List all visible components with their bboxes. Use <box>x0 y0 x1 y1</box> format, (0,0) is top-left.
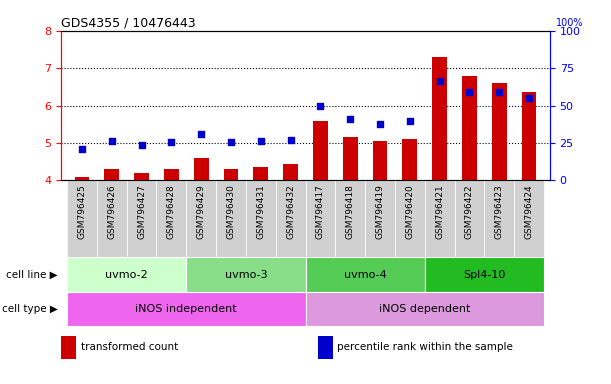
Bar <box>186 257 306 292</box>
Point <box>345 116 355 122</box>
Bar <box>343 137 357 180</box>
Text: GSM796420: GSM796420 <box>405 184 414 239</box>
Text: GSM796423: GSM796423 <box>495 184 503 239</box>
Bar <box>67 257 186 292</box>
Bar <box>306 180 335 257</box>
Point <box>77 146 87 152</box>
Bar <box>61 336 76 359</box>
Bar <box>194 158 208 180</box>
Text: GSM796431: GSM796431 <box>256 184 265 239</box>
Point <box>494 89 504 96</box>
Text: GSM796427: GSM796427 <box>137 184 146 239</box>
Bar <box>432 57 447 180</box>
Point <box>464 89 474 96</box>
Text: uvmo-4: uvmo-4 <box>344 270 387 280</box>
Text: percentile rank within the sample: percentile rank within the sample <box>337 343 513 353</box>
Point <box>107 138 117 144</box>
Bar <box>313 121 328 180</box>
Point <box>375 121 385 127</box>
Text: cell type ▶: cell type ▶ <box>2 304 58 314</box>
Bar <box>306 292 544 326</box>
Bar <box>276 180 306 257</box>
Point <box>226 139 236 146</box>
Bar <box>283 164 298 180</box>
Bar <box>485 180 514 257</box>
Bar <box>164 169 179 180</box>
Text: 100%: 100% <box>555 18 583 28</box>
Bar <box>395 180 425 257</box>
Point <box>405 118 415 124</box>
Bar <box>514 180 544 257</box>
Text: uvmo-3: uvmo-3 <box>225 270 267 280</box>
Bar <box>492 83 507 180</box>
Point <box>315 103 325 109</box>
Bar <box>373 141 387 180</box>
Text: GSM796426: GSM796426 <box>108 184 116 239</box>
Bar <box>318 336 333 359</box>
Text: GSM796428: GSM796428 <box>167 184 176 239</box>
Bar <box>104 169 119 180</box>
Point <box>137 142 147 148</box>
Bar <box>335 180 365 257</box>
Bar <box>306 257 425 292</box>
Bar <box>425 257 544 292</box>
Text: iNOS dependent: iNOS dependent <box>379 304 470 314</box>
Text: GSM796432: GSM796432 <box>286 184 295 239</box>
Text: GSM796417: GSM796417 <box>316 184 325 239</box>
Bar <box>462 76 477 180</box>
Point <box>196 131 206 137</box>
Text: GSM796424: GSM796424 <box>524 184 533 239</box>
Text: GSM796425: GSM796425 <box>78 184 87 239</box>
Bar <box>455 180 485 257</box>
Bar <box>224 169 238 180</box>
Bar <box>67 180 97 257</box>
Text: uvmo-2: uvmo-2 <box>105 270 148 280</box>
Text: cell line ▶: cell line ▶ <box>7 270 58 280</box>
Bar <box>216 180 246 257</box>
Point <box>286 137 296 143</box>
Text: GSM796430: GSM796430 <box>227 184 235 239</box>
Text: GSM796421: GSM796421 <box>435 184 444 239</box>
Bar <box>425 180 455 257</box>
Point <box>524 95 534 101</box>
Bar <box>134 173 149 180</box>
Text: iNOS independent: iNOS independent <box>136 304 237 314</box>
Text: GSM796429: GSM796429 <box>197 184 206 239</box>
Bar <box>126 180 156 257</box>
Text: transformed count: transformed count <box>81 343 178 353</box>
Bar <box>186 180 216 257</box>
Point <box>256 138 266 144</box>
Bar <box>75 177 89 180</box>
Text: GSM796418: GSM796418 <box>346 184 355 239</box>
Bar <box>156 180 186 257</box>
Bar <box>365 180 395 257</box>
Bar <box>403 139 417 180</box>
Text: GDS4355 / 10476443: GDS4355 / 10476443 <box>61 17 196 30</box>
Text: Spl4-10: Spl4-10 <box>463 270 505 280</box>
Bar <box>522 93 536 180</box>
Point <box>166 139 176 146</box>
Text: GSM796422: GSM796422 <box>465 184 474 239</box>
Bar <box>67 292 306 326</box>
Bar <box>97 180 126 257</box>
Bar <box>246 180 276 257</box>
Text: GSM796419: GSM796419 <box>376 184 384 239</box>
Point <box>435 78 445 84</box>
Bar <box>254 167 268 180</box>
